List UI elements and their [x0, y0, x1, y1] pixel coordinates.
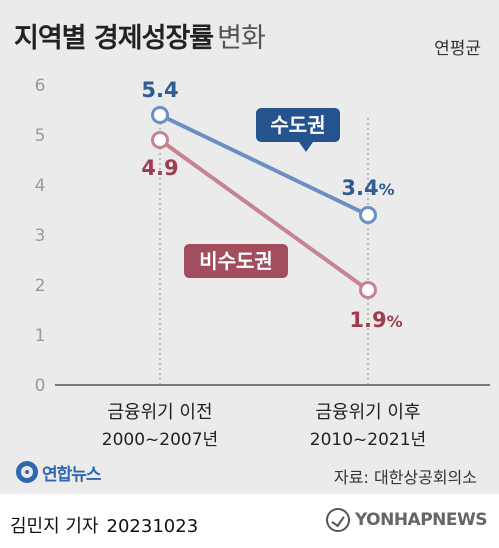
y-tick-label: 3: [35, 226, 46, 246]
publish-date: 20231023: [106, 516, 199, 537]
agency-name: YONHAPNEWS: [354, 510, 488, 530]
y-tick-label: 6: [35, 76, 46, 96]
title-sub: 변화: [217, 23, 266, 54]
y-tick-label: 5: [35, 126, 46, 146]
reporter-name: 김민지 기자: [10, 516, 99, 537]
data-label: 4.9: [141, 156, 178, 180]
line-chart: 0 1 2 3 4 5 6 금융위기 이전 2000~2007년 금융위기 이후 2010~2021…: [35, 76, 490, 450]
x-category-period: 2010~2021년: [310, 430, 426, 450]
chart-title: 지역별 경제성장률 변화: [14, 16, 266, 55]
data-point: [151, 131, 169, 149]
series-line: [158, 113, 370, 217]
series-line: [158, 138, 370, 292]
source-note: 자료: 대한상공회의소: [334, 468, 477, 487]
x-category-label: 금융위기 이후: [315, 402, 420, 423]
x-category-label: 금융위기 이전: [107, 402, 212, 423]
logo-text: 연합뉴스: [42, 464, 102, 485]
legend-badge-bisudokwon-shape: [184, 244, 288, 278]
legend-badge-sudokwon-shape: [256, 108, 340, 152]
title-main: 지역별 경제성장률: [14, 23, 214, 54]
agency-watermark: YONHAPNEWS: [325, 508, 488, 532]
yonhap-news-icon: [325, 508, 350, 532]
data-point: [151, 106, 169, 124]
data-point: [359, 281, 377, 299]
yonhap-logo-icon: [16, 461, 38, 483]
legend-badge-sudokwon-text: 수도권: [270, 113, 325, 137]
yonhap-logo: 연합뉴스: [16, 460, 102, 485]
byline: 김민지 기자 20231023: [10, 512, 198, 538]
data-label: 5.4: [141, 78, 178, 102]
data-label: 1.9%: [349, 308, 402, 332]
legend-badge-bisudokwon-text: 비수도권: [199, 249, 273, 273]
data-point: [359, 206, 377, 224]
data-label: 3.4%: [341, 176, 394, 200]
y-tick-label: 0: [35, 376, 46, 396]
y-tick-label: 2: [35, 276, 46, 296]
y-tick-label: 4: [35, 176, 46, 196]
x-category-period: 2000~2007년: [102, 430, 218, 450]
unit-label: 연평균: [434, 39, 481, 59]
y-tick-label: 1: [35, 326, 46, 346]
